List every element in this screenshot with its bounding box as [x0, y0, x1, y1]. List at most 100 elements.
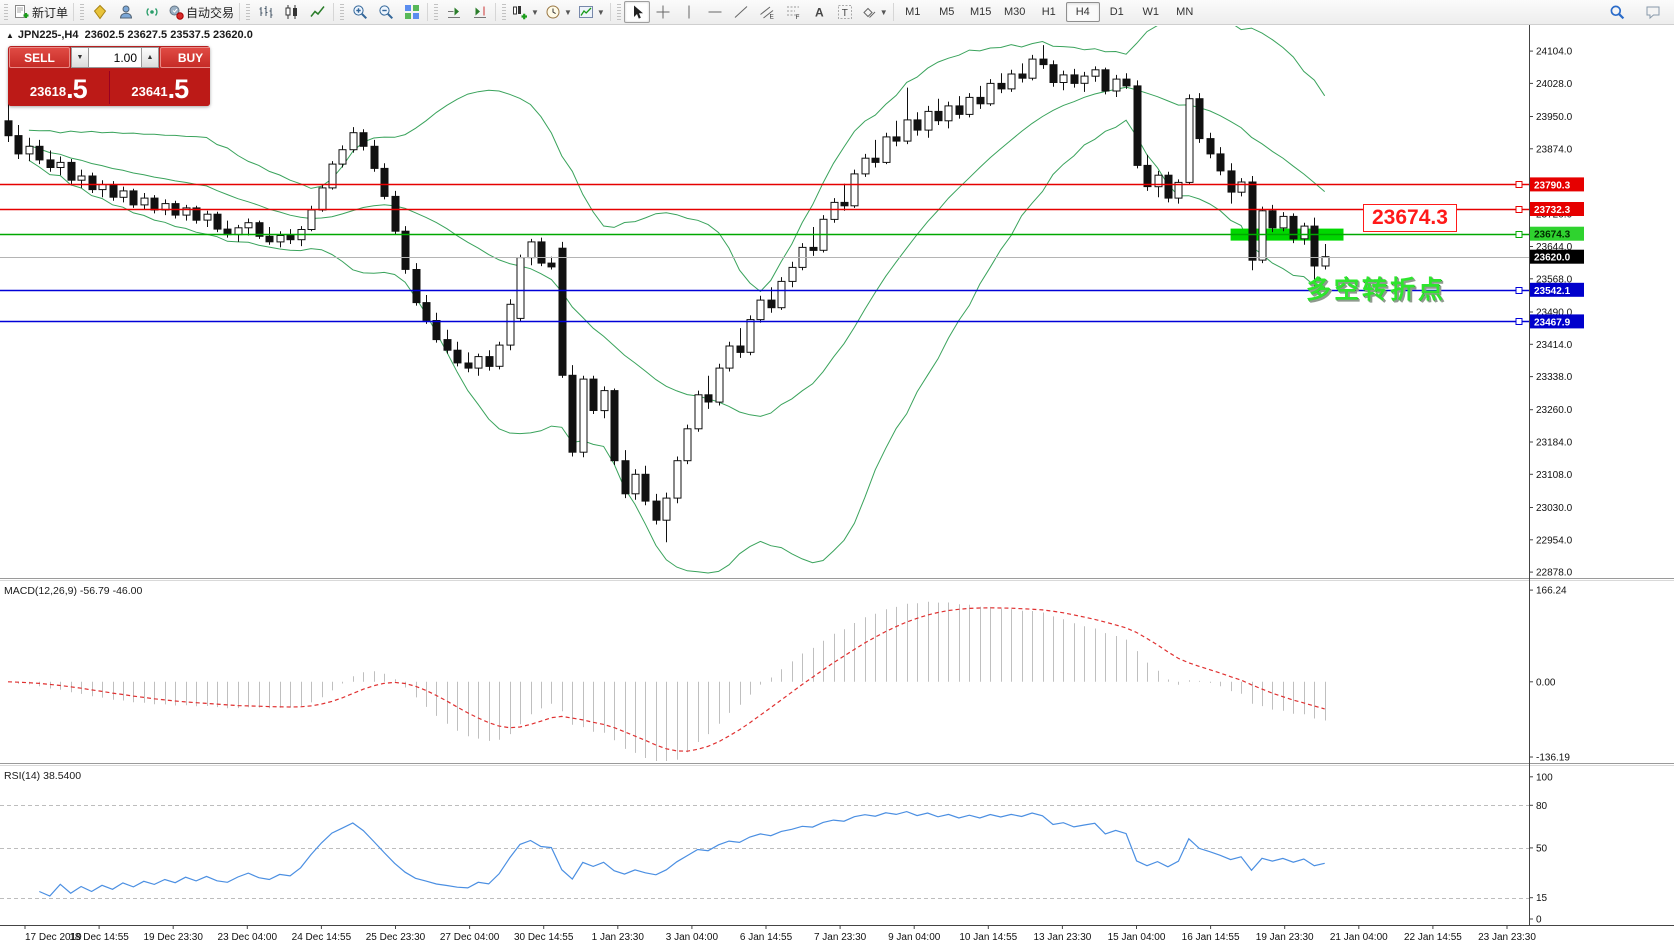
svg-text:23030.0: 23030.0 — [1536, 503, 1573, 514]
timeframe-m30-button[interactable]: M30 — [1004, 6, 1026, 18]
new-order-button[interactable]: 新订单 — [11, 1, 71, 23]
line-handle[interactable] — [1515, 287, 1523, 294]
svg-text:27 Dec 04:00: 27 Dec 04:00 — [440, 932, 500, 943]
svg-text:T: T — [842, 8, 848, 19]
svg-text:23 Jan 23:30: 23 Jan 23:30 — [1478, 932, 1536, 943]
timeframe-w1-button[interactable]: W1 — [1142, 6, 1159, 18]
svg-text:1 Jan 23:30: 1 Jan 23:30 — [592, 932, 645, 943]
trendline-button[interactable] — [728, 1, 754, 23]
indicators-button[interactable]: ▼ — [575, 1, 608, 23]
zoom-out-icon — [378, 4, 394, 20]
volume-increase-button[interactable]: ▲ — [141, 47, 159, 68]
timeframe-h4-button[interactable]: H4 — [1065, 2, 1100, 22]
svg-text:23568.0: 23568.0 — [1536, 274, 1573, 285]
svg-text:3 Jan 04:00: 3 Jan 04:00 — [666, 932, 719, 943]
rsi-value: 38.5400 — [43, 770, 82, 782]
svg-text:23184.0: 23184.0 — [1536, 438, 1573, 449]
auto-trading-button[interactable]: 自动交易 — [165, 1, 237, 23]
zoom-in-icon — [352, 4, 368, 20]
svg-text:24104.0: 24104.0 — [1536, 47, 1573, 58]
text-button[interactable]: A — [806, 1, 832, 23]
toolbar-separator — [892, 3, 894, 21]
chat-button[interactable] — [1640, 1, 1666, 23]
chart-caption: ▲ JPN225-,H4 23602.5 23627.5 23537.5 2362… — [6, 29, 253, 41]
toolbar-grip — [340, 4, 345, 20]
sell-price[interactable]: 23618 .5 — [8, 69, 109, 106]
timeframe-d1-button[interactable]: D1 — [1109, 6, 1124, 18]
svg-text:23 Dec 04:00: 23 Dec 04:00 — [218, 932, 278, 943]
main-price-pane[interactable] — [4, 14, 1344, 574]
signals-button[interactable] — [139, 1, 165, 23]
timeframe-mn-button[interactable]: MN — [1176, 6, 1194, 18]
toolbar-separator — [495, 3, 497, 21]
fibonacci-button[interactable]: F — [780, 1, 806, 23]
svg-text:23790.3: 23790.3 — [1534, 180, 1571, 191]
toolbar-grip — [246, 4, 251, 20]
candle-chart-button[interactable] — [279, 1, 305, 23]
one-click-trading-panel: SELL ▼ ▲ BUY 23618 .5 23641 .5 — [8, 46, 210, 106]
candle-chart-icon — [284, 4, 300, 20]
label-button[interactable]: T — [832, 1, 858, 23]
zoom-out-button[interactable] — [373, 1, 399, 23]
svg-text:15: 15 — [1536, 893, 1548, 904]
channel-button[interactable]: E — [754, 1, 780, 23]
svg-text:24 Dec 14:55: 24 Dec 14:55 — [292, 932, 352, 943]
chevron-down-icon[interactable]: ▼ — [879, 7, 888, 17]
timeframe-m5-button[interactable]: M5 — [939, 6, 955, 18]
sell-button[interactable]: SELL — [9, 47, 70, 68]
search-button[interactable] — [1604, 1, 1630, 23]
svg-text:23620.0: 23620.0 — [1534, 253, 1571, 264]
chevron-down-icon[interactable]: ▼ — [563, 7, 572, 17]
collapse-arrow-icon[interactable]: ▲ — [6, 31, 14, 40]
macd-pane[interactable] — [7, 601, 1326, 764]
shapes-button[interactable]: ▼ — [858, 1, 891, 23]
auto-scroll-button[interactable] — [441, 1, 467, 23]
line-handle[interactable] — [1515, 231, 1523, 238]
chevron-down-icon[interactable]: ▼ — [596, 7, 605, 17]
toolbar-right-icons — [1604, 1, 1666, 23]
vertical-line-button[interactable] — [676, 1, 702, 23]
tile-windows-button[interactable] — [399, 1, 425, 23]
signals-icon — [144, 4, 160, 20]
line-chart-button[interactable] — [305, 1, 331, 23]
toolbar-grip — [434, 4, 439, 20]
timeframe-h1-button[interactable]: H1 — [1041, 6, 1056, 18]
svg-text:A: A — [815, 6, 824, 20]
experts-icon — [118, 4, 134, 20]
sell-price-frac: .5 — [66, 74, 88, 104]
new-chart-button[interactable]: ▼ — [509, 1, 542, 23]
buy-price[interactable]: 23641 .5 — [110, 69, 211, 106]
buy-button[interactable]: BUY — [160, 47, 210, 68]
horizontal-line-button[interactable] — [702, 1, 728, 23]
profiles-button[interactable]: ▼ — [542, 1, 575, 23]
timeframe-m1-button[interactable]: M1 — [905, 6, 921, 18]
chart-shift-button[interactable] — [467, 1, 493, 23]
symbol-period-label: JPN225-,H4 — [17, 29, 79, 41]
volume-decrease-button[interactable]: ▼ — [71, 47, 89, 68]
line-handle[interactable] — [1515, 318, 1523, 325]
price-badge — [1530, 226, 1584, 241]
bollinger-lower-band — [28, 119, 1325, 574]
bar-chart-button[interactable] — [253, 1, 279, 23]
main-toolbar: 新订单 自动交易 ▼ ▼ ▼ E F A T ▼ M1 M5 M15 M30 H1 H4 D1 W1 MN — [0, 0, 1674, 25]
chat-icon — [1645, 4, 1661, 20]
price-badge — [1530, 202, 1584, 216]
cursor-button[interactable] — [623, 1, 650, 23]
price-axis[interactable]: 24104.024028.023950.023874.023720.023644… — [1529, 47, 1584, 926]
timeframe-m15-button[interactable]: M15 — [970, 6, 992, 18]
macd-value: -56.79 — [79, 585, 110, 597]
fibonacci-icon: F — [785, 4, 801, 20]
volume-input[interactable] — [89, 47, 141, 68]
metaeditor-button[interactable] — [87, 1, 113, 23]
rsi-pane[interactable] — [0, 805, 1529, 899]
zoom-in-button[interactable] — [347, 1, 373, 23]
crosshair-button[interactable] — [650, 1, 676, 23]
line-handle[interactable] — [1515, 206, 1523, 213]
svg-text:23732.3: 23732.3 — [1534, 205, 1571, 216]
experts-button[interactable] — [113, 1, 139, 23]
line-handle[interactable] — [1515, 181, 1523, 188]
chevron-down-icon[interactable]: ▼ — [531, 7, 539, 17]
